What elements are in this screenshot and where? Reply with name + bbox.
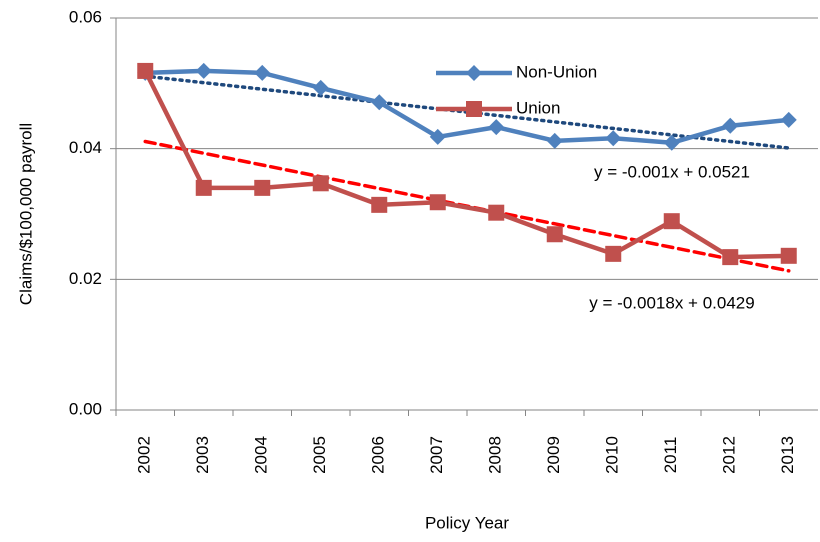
series-line: [145, 68, 789, 146]
trendline-equation: y = -0.0018x + 0.0429: [589, 293, 754, 312]
x-tick-label: 2012: [720, 436, 739, 474]
data-point: [371, 196, 388, 213]
x-tick-label: 2006: [369, 436, 388, 474]
x-tick-label: 2007: [427, 436, 446, 474]
y-axis-title: Claims/$100,000 payroll: [16, 123, 35, 305]
data-point: [780, 247, 797, 264]
data-point: [312, 79, 329, 96]
series-line: [143, 69, 789, 260]
x-axis-title: Policy Year: [425, 513, 509, 532]
data-point: [312, 175, 329, 192]
legend-marker: [466, 65, 482, 81]
data-point: [605, 245, 622, 262]
data-point: [488, 204, 505, 221]
y-tick-label: 0.00: [69, 399, 102, 418]
x-tick-label: 2003: [193, 436, 212, 474]
x-tick-label: 2010: [603, 436, 622, 474]
y-tick-label: 0.02: [69, 269, 102, 288]
x-tick-label: 2004: [252, 436, 271, 474]
data-point: [195, 62, 212, 79]
legend-marker: [466, 101, 482, 117]
data-point: [429, 128, 446, 145]
x-tick-label: 2011: [661, 437, 680, 474]
data-point: [429, 194, 446, 211]
data-point: [663, 134, 680, 151]
data-point: [254, 179, 271, 196]
data-point: [546, 226, 563, 243]
data-point: [371, 94, 388, 111]
data-point: [137, 62, 154, 79]
data-point: [195, 179, 212, 196]
y-tick-label: 0.06: [69, 7, 102, 26]
data-point: [605, 130, 622, 147]
legend-label: Non-Union: [516, 62, 597, 81]
data-point: [546, 132, 563, 149]
data-point: [663, 213, 680, 230]
x-tick-label: 2013: [778, 436, 797, 474]
data-point: [488, 119, 505, 136]
trendline-equation: y = -0.001x + 0.0521: [594, 162, 750, 181]
data-point: [254, 64, 271, 81]
data-point: [780, 111, 797, 128]
y-tick-label: 0.04: [69, 138, 102, 157]
legend-label: Union: [516, 98, 560, 117]
x-tick-label: 2009: [544, 436, 563, 474]
data-point: [722, 117, 739, 134]
data-point: [722, 249, 739, 266]
x-tick-label: 2008: [486, 436, 505, 474]
x-tick-label: 2005: [310, 436, 329, 474]
x-tick-label: 2002: [135, 436, 154, 474]
